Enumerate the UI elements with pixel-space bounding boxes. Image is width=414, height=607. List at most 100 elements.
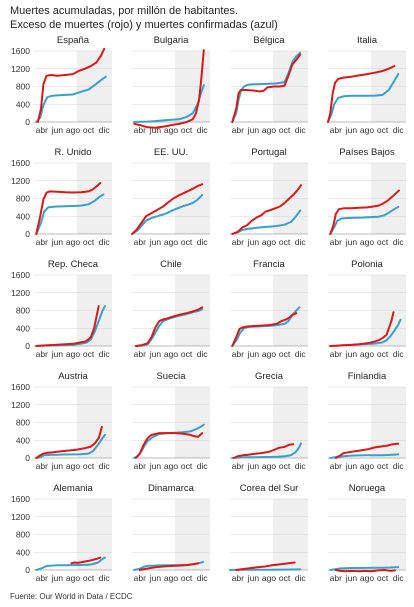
panel-title: Bulgaria <box>154 35 190 46</box>
confirmed-deaths-line <box>329 205 400 235</box>
y-tick-label: 400 <box>16 547 30 557</box>
y-tick-label: 800 <box>16 82 30 92</box>
x-tick-label: dic <box>197 237 209 247</box>
chart-title-line2: Exceso de muertes (rojo) y muertes confi… <box>10 19 278 31</box>
excess-deaths-line <box>35 425 103 459</box>
panel-title: EE. UU. <box>154 147 188 158</box>
source-note: Fuente: Our World in Data / ECDC <box>10 592 133 601</box>
panel-title: Finlandia <box>348 371 387 382</box>
x-tick-label: oct <box>83 237 95 247</box>
y-tick-label: 800 <box>16 306 30 316</box>
confirmed-deaths-line <box>35 433 106 459</box>
y-tick-label: 1600 <box>11 270 30 280</box>
y-tick-label: 1600 <box>11 382 30 392</box>
x-tick-label: jun <box>247 573 260 583</box>
x-tick-label: dic <box>99 125 111 135</box>
x-tick-label: abr <box>232 237 244 247</box>
panel-title: Suecia <box>156 371 186 382</box>
y-tick-label: 800 <box>16 418 30 428</box>
excess-deaths-line <box>36 47 106 123</box>
x-tick-label: dic <box>393 237 405 247</box>
y-tick-label: 800 <box>16 194 30 204</box>
x-tick-label: jun <box>247 461 260 471</box>
x-tick-label: dic <box>197 125 209 135</box>
excess-deaths-line <box>327 65 396 123</box>
x-tick-label: oct <box>279 125 291 135</box>
x-tick-label: ago <box>164 237 178 247</box>
confirmed-deaths-line <box>131 193 204 235</box>
x-tick-label: abr <box>330 461 342 471</box>
x-tick-label: ago <box>164 125 178 135</box>
panel-title: Polonia <box>351 259 383 270</box>
chart-title: Muertes acumuladas, por millón de habita… <box>10 4 278 32</box>
x-tick-label: ago <box>360 237 374 247</box>
x-tick-label: oct <box>181 349 193 359</box>
x-tick-label: abr <box>134 573 146 583</box>
panel-title: Austria <box>58 371 88 382</box>
x-tick-label: oct <box>181 125 193 135</box>
x-tick-label: ago <box>164 573 178 583</box>
panel: abr jun ago oct dic Bulgaria <box>132 35 210 135</box>
excess-deaths-line <box>134 306 204 347</box>
excess-deaths-line <box>231 184 302 235</box>
y-tick-label: 1600 <box>11 46 30 56</box>
x-tick-label: abr <box>134 349 146 359</box>
x-tick-label: oct <box>279 573 291 583</box>
x-tick-label: jun <box>247 237 260 247</box>
x-tick-label: dic <box>295 237 307 247</box>
x-tick-label: dic <box>197 461 209 471</box>
x-tick-label: ago <box>164 349 178 359</box>
x-tick-label: dic <box>197 573 209 583</box>
x-tick-label: ago <box>360 573 374 583</box>
excess-deaths-line <box>70 556 102 565</box>
confirmed-deaths-line <box>35 75 107 123</box>
y-tick-label: 1200 <box>11 288 30 298</box>
panel-title: R. Unido <box>55 147 92 158</box>
y-tick-label: 800 <box>16 530 30 540</box>
panel: 0 400 800 1200 1600 abr jun ago oct dic R. Unido <box>11 147 112 247</box>
panel: abr jun ago oct dic Países Bajos <box>328 147 406 247</box>
x-tick-label: dic <box>197 349 209 359</box>
y-tick-label: 1200 <box>11 64 30 74</box>
x-tick-label: jun <box>345 349 358 359</box>
confirmed-deaths-line <box>35 556 106 571</box>
y-tick-label: 1200 <box>11 400 30 410</box>
x-tick-label: oct <box>377 237 389 247</box>
excess-deaths-line <box>231 312 298 347</box>
x-tick-label: dic <box>295 573 307 583</box>
x-tick-label: jun <box>149 237 162 247</box>
excess-deaths-line <box>329 311 395 347</box>
x-tick-label: jun <box>345 237 358 247</box>
panel: abr jun ago oct dic Finlandia <box>328 371 406 471</box>
chart-title-line1: Muertes acumuladas, por millón de habita… <box>10 5 239 17</box>
x-tick-label: jun <box>149 573 162 583</box>
panel-title: Noruega <box>349 483 386 494</box>
x-tick-label: oct <box>181 461 193 471</box>
y-tick-label: 400 <box>16 99 30 109</box>
x-tick-label: dic <box>99 349 111 359</box>
excess-deaths-line <box>134 432 204 459</box>
excess-deaths-line <box>133 49 205 129</box>
x-tick-label: dic <box>295 461 307 471</box>
x-tick-label: oct <box>181 573 193 583</box>
x-tick-label: ago <box>360 461 374 471</box>
x-tick-label: oct <box>83 461 95 471</box>
x-tick-label: oct <box>83 125 95 135</box>
x-tick-label: abr <box>36 125 48 135</box>
y-tick-label: 400 <box>16 435 30 445</box>
panel: abr jun ago oct dic Bélgica <box>230 35 308 135</box>
x-tick-label: abr <box>36 573 48 583</box>
x-tick-label: oct <box>181 237 193 247</box>
x-tick-label: abr <box>330 237 342 247</box>
excess-deaths-line <box>131 183 204 235</box>
confirmed-deaths-line <box>231 209 302 235</box>
panel-title: Francia <box>253 259 285 270</box>
x-tick-label: ago <box>262 125 276 135</box>
panel: 0 400 800 1200 1600 abr jun ago oct dic España <box>11 35 112 135</box>
x-tick-label: dic <box>295 349 307 359</box>
panel-title: Dinamarca <box>148 483 195 494</box>
x-tick-label: dic <box>295 125 307 135</box>
excess-deaths-line <box>35 182 102 235</box>
x-tick-label: oct <box>377 125 389 135</box>
